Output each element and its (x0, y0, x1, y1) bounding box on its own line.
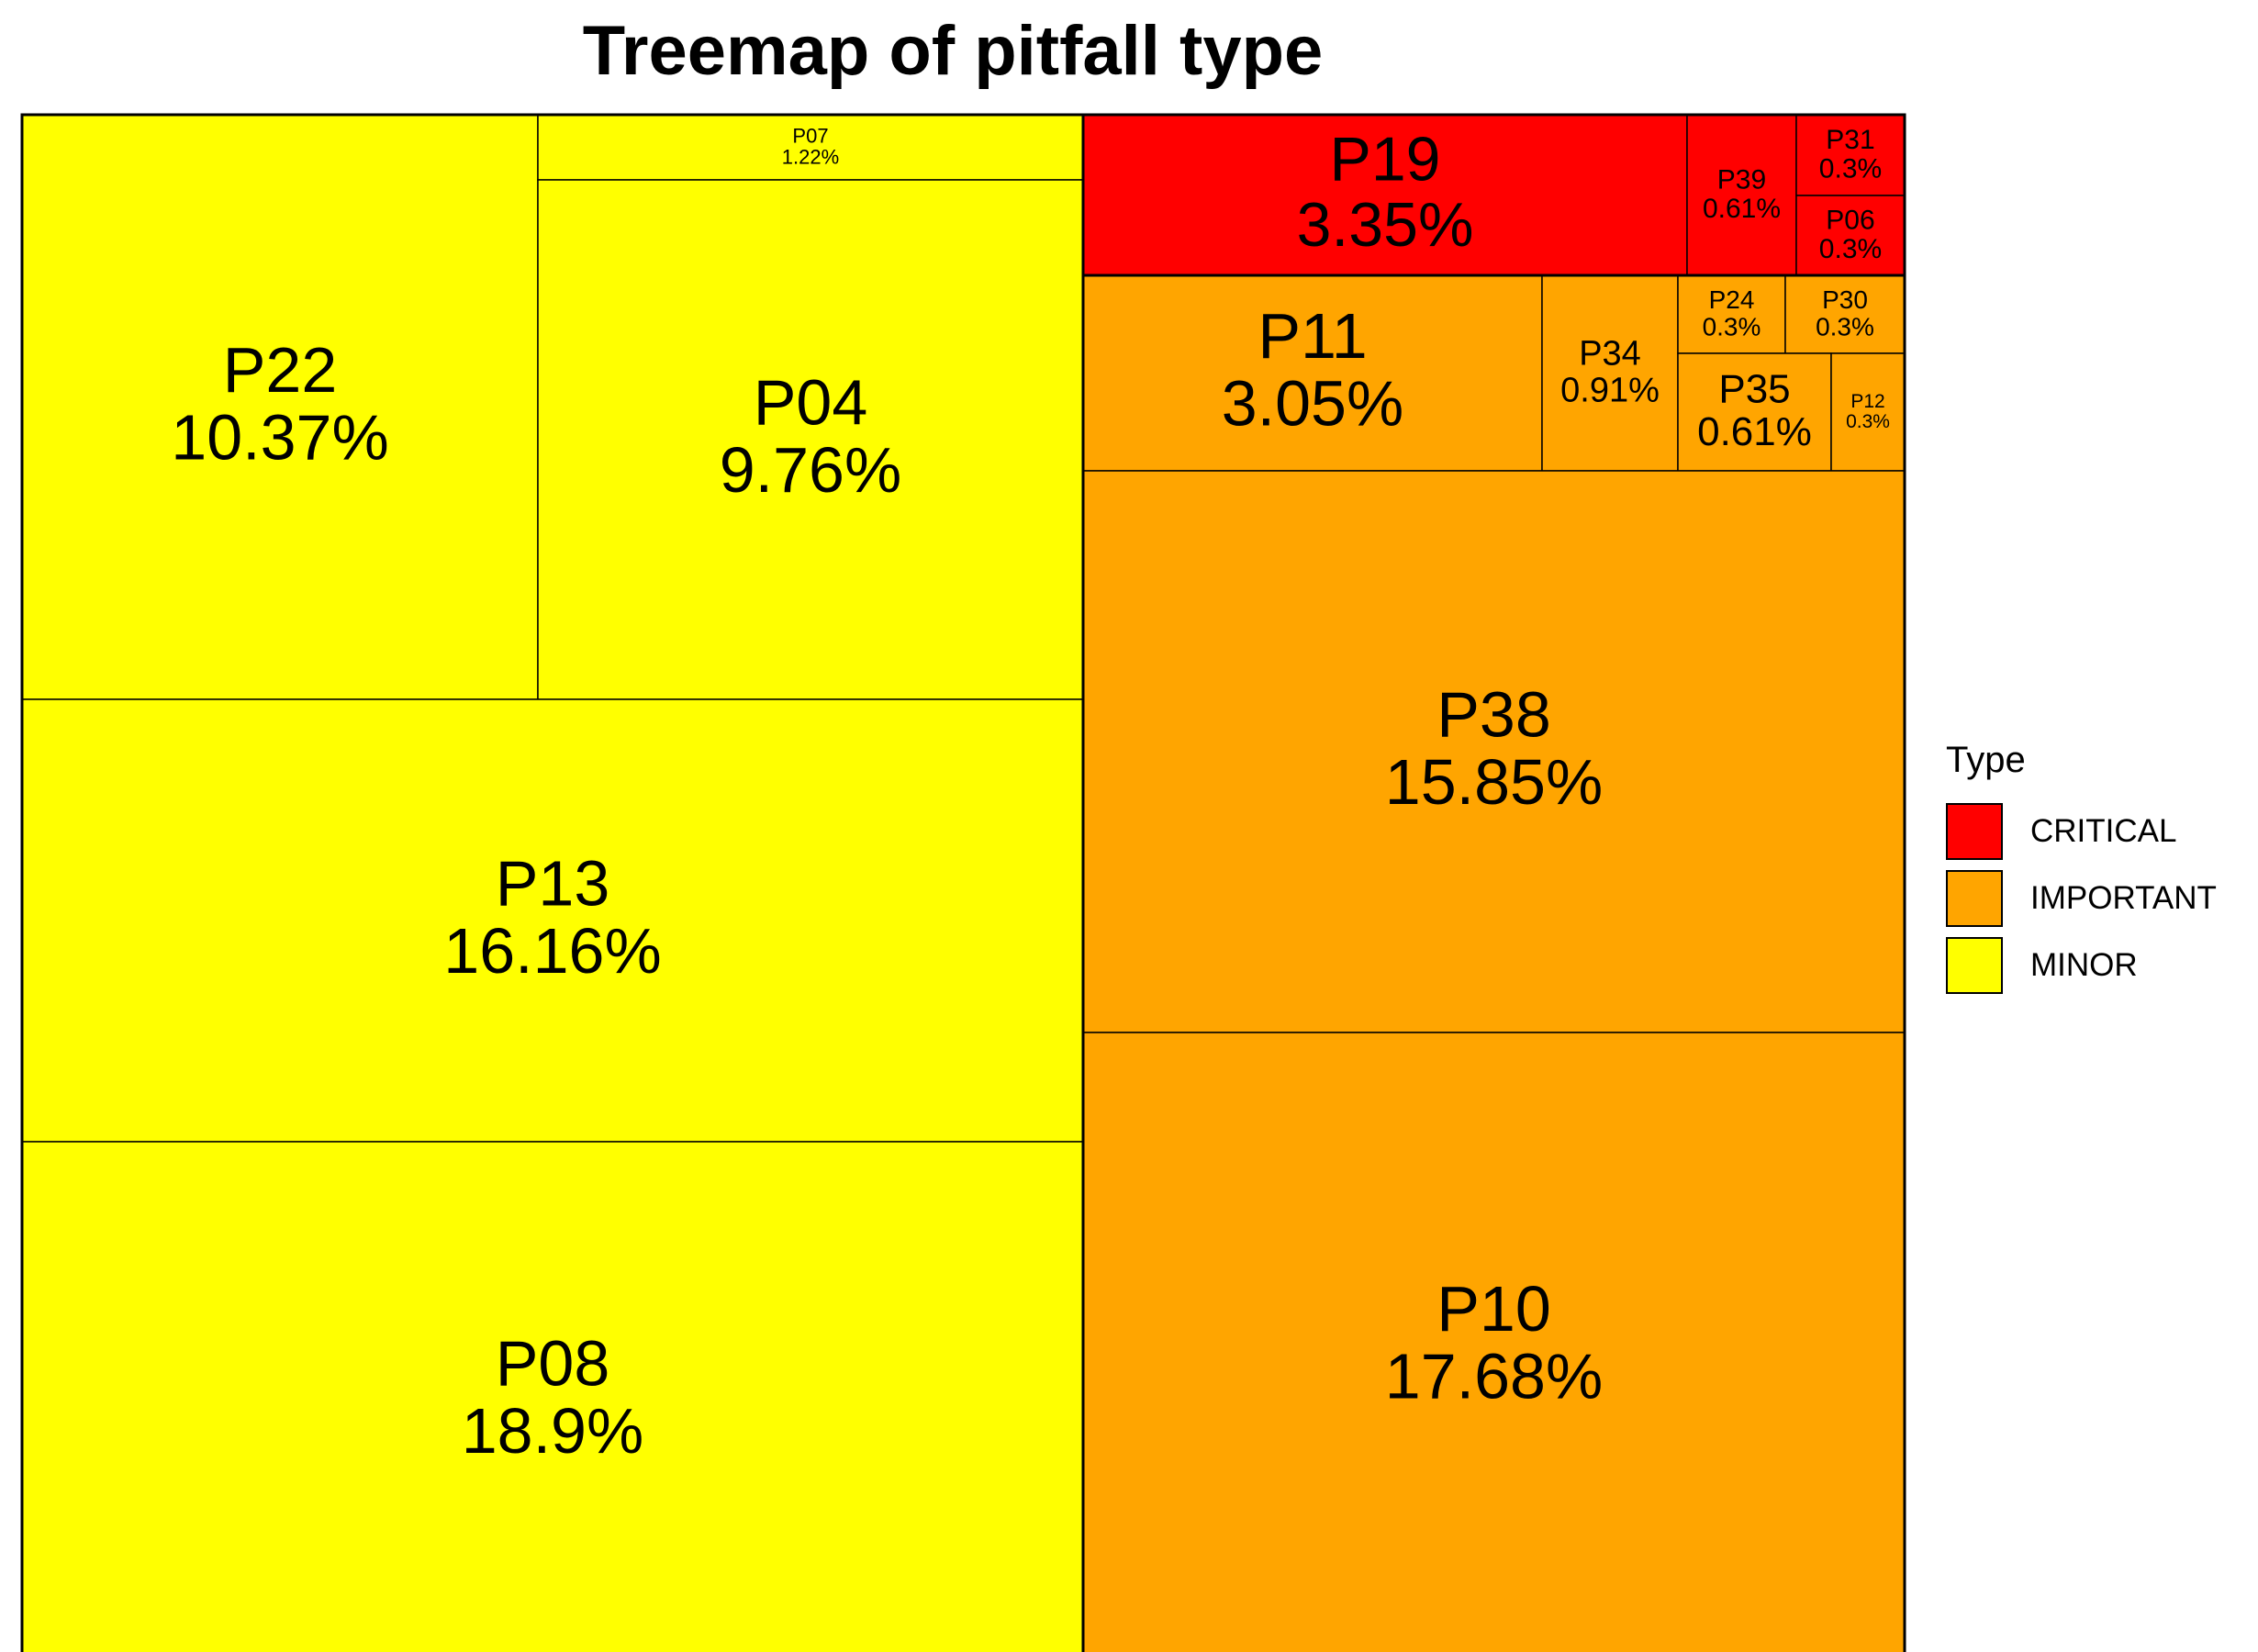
tile-label-p08: P08 (496, 1327, 610, 1399)
tile-p22 (21, 114, 539, 700)
tile-p12 (1830, 352, 1906, 472)
tile-label-p38: P38 (1436, 678, 1551, 750)
tile-value-p11: 3.05% (1222, 367, 1403, 439)
tile-p08 (21, 1141, 1084, 1652)
tile-value-p08: 18.9% (462, 1395, 643, 1467)
legend-item-minor: MINOR (1946, 932, 2217, 999)
tile-value-p24: 0.3% (1703, 312, 1761, 340)
tile-label-p34: P34 (1579, 335, 1641, 374)
tile-p19 (1082, 114, 1688, 276)
tile-label-p35: P35 (1718, 367, 1790, 412)
tile-p13 (21, 698, 1084, 1143)
tile-label-p31: P31 (1826, 125, 1874, 155)
legend: Type CRITICAL IMPORTANT MINOR (1946, 740, 2217, 999)
tile-value-p39: 0.61% (1703, 194, 1781, 224)
tile-value-p07: 1.22% (782, 145, 839, 168)
tile-label-p30: P30 (1822, 285, 1868, 314)
group-border-critical (1081, 113, 1906, 277)
legend-item-critical: CRITICAL (1946, 798, 2217, 865)
legend-swatch-minor (1946, 936, 2003, 994)
tile-value-p22: 10.37% (171, 401, 388, 473)
legend-swatch-important (1946, 869, 2003, 927)
tile-value-p34: 0.91% (1560, 371, 1660, 409)
legend-label-critical: CRITICAL (2030, 812, 2177, 849)
legend-label-important: IMPORTANT (2030, 879, 2217, 916)
tile-p35 (1677, 352, 1832, 472)
tile-p38 (1082, 470, 1906, 1033)
tile-label-p06: P06 (1826, 205, 1874, 235)
tile-label-p13: P13 (496, 847, 610, 919)
legend-swatch-critical (1946, 802, 2003, 860)
tile-label-p04: P04 (754, 366, 868, 438)
tile-label-p22: P22 (223, 334, 338, 406)
tile-p04 (537, 179, 1084, 700)
tile-label-p12: P12 (1850, 391, 1884, 412)
tile-label-p07: P07 (792, 124, 828, 147)
legend-title: Type (1946, 740, 2026, 780)
chart-title: Treemap of pitfall type (582, 12, 1324, 90)
tile-value-p38: 15.85% (1385, 746, 1603, 818)
legend-label-minor: MINOR (2030, 946, 2138, 983)
tile-p24 (1677, 274, 1786, 354)
tile-value-p04: 9.76% (720, 434, 901, 506)
tile-value-p13: 16.16% (443, 915, 661, 987)
tile-label-p39: P39 (1717, 164, 1766, 195)
tile-value-p19: 3.35% (1297, 190, 1474, 260)
tile-p39 (1686, 114, 1797, 276)
legend-item-important: IMPORTANT (1946, 865, 2217, 932)
tile-p10 (1082, 1032, 1906, 1652)
tile-label-p11: P11 (1258, 300, 1367, 372)
tile-value-p35: 0.61% (1697, 409, 1812, 454)
tile-value-p31: 0.3% (1819, 153, 1882, 184)
tile-p34 (1541, 274, 1679, 472)
tile-value-p30: 0.3% (1816, 312, 1874, 340)
tile-label-p10: P10 (1436, 1273, 1551, 1345)
tile-label-p19: P19 (1330, 124, 1441, 194)
tile-value-p06: 0.3% (1819, 234, 1882, 264)
tile-value-p12: 0.3% (1846, 411, 1890, 432)
tile-label-p24: P24 (1709, 285, 1755, 314)
tile-p30 (1784, 274, 1906, 354)
tile-value-p10: 17.68% (1385, 1340, 1603, 1412)
